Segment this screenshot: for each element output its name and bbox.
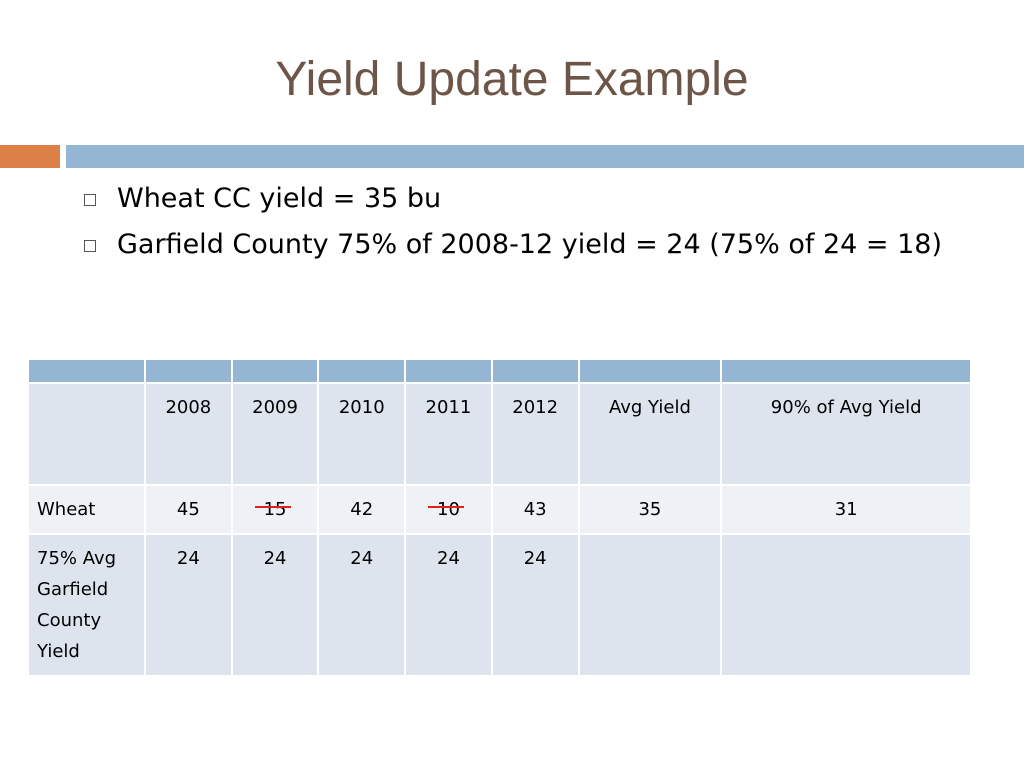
column-header: 2011 <box>404 382 493 486</box>
table-row: Wheat 45 15 42 10 43 35 31 <box>27 484 972 535</box>
column-header: 2012 <box>490 382 580 486</box>
bullet-list: Wheat CC yield = 35 bu Garfield County 7… <box>80 180 980 272</box>
column-header: 2010 <box>317 382 407 486</box>
row-label: 75% Avg Garfield County Yield <box>27 533 146 677</box>
cell: 35 <box>577 484 723 535</box>
yield-table: 2008 2009 2010 2011 2012 Avg Yield 90% o… <box>27 358 972 677</box>
cell: 24 <box>317 533 407 677</box>
cell: 10 <box>404 484 493 535</box>
cell: 31 <box>720 484 972 535</box>
bullet: Garfield County 75% of 2008-12 yield = 2… <box>80 226 980 264</box>
table-row: 75% Avg Garfield County Yield 24 24 24 2… <box>27 533 972 677</box>
accent-bar <box>66 145 1024 168</box>
column-header: 90% of Avg Yield <box>720 382 972 486</box>
cell: 24 <box>490 533 580 677</box>
column-header: Avg Yield <box>577 382 723 486</box>
column-header: 2009 <box>230 382 320 486</box>
table-header-band <box>27 358 972 384</box>
cell: 15 <box>230 484 320 535</box>
column-header: 2008 <box>144 382 233 486</box>
accent-bar <box>0 145 60 168</box>
cell: 45 <box>144 484 233 535</box>
cell: 24 <box>230 533 320 677</box>
cell: 43 <box>490 484 580 535</box>
row-label: Wheat <box>27 484 146 535</box>
cell: 24 <box>404 533 493 677</box>
cell: 42 <box>317 484 407 535</box>
column-header-row: 2008 2009 2010 2011 2012 Avg Yield 90% o… <box>27 382 972 486</box>
cell: 24 <box>144 533 233 677</box>
bullet: Wheat CC yield = 35 bu <box>80 180 980 218</box>
slide-title: Yield Update Example <box>275 53 749 106</box>
